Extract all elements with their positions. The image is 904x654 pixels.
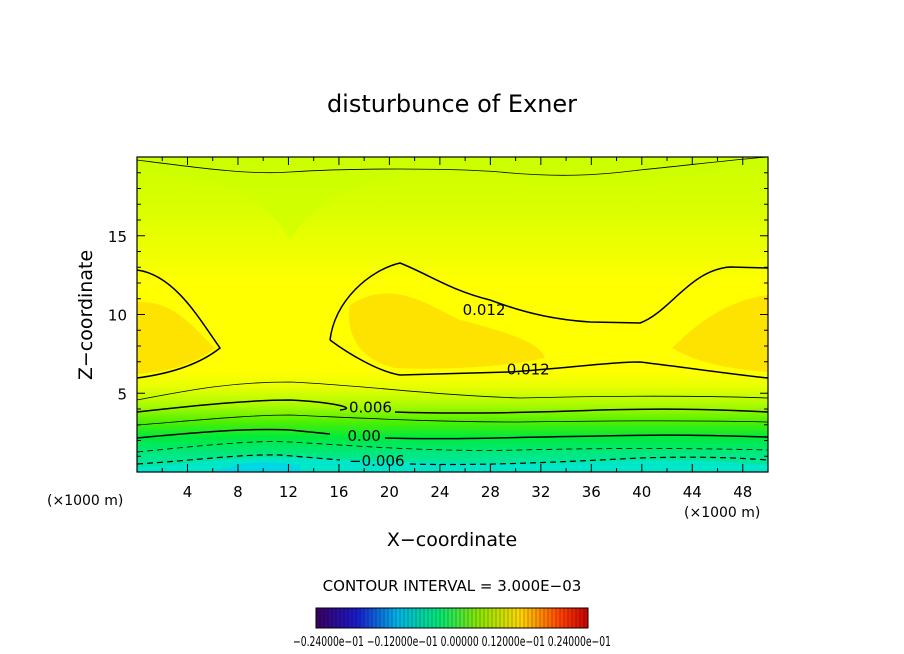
contour-line xyxy=(137,157,768,176)
contour-line xyxy=(329,339,768,379)
x-axis-label: X−coordinate xyxy=(387,529,517,551)
contour-label: 0.012 xyxy=(507,361,550,379)
contour-line xyxy=(137,269,222,379)
y-axis-label: Z−coordinate xyxy=(75,250,97,380)
x-tick-label: 12 xyxy=(279,483,298,501)
contour-line xyxy=(394,408,768,414)
contour-label: 0.00 xyxy=(347,427,380,445)
x-unit-right: (×1000 m) xyxy=(684,505,760,521)
contour-label: −0.006 xyxy=(349,452,405,470)
y-tick-label: 15 xyxy=(108,228,127,246)
contour-lines xyxy=(137,157,768,466)
y-tick-label: 5 xyxy=(117,385,127,403)
x-tick-label: 40 xyxy=(632,483,651,501)
contour-interval: CONTOUR INTERVAL = 3.000E−03 xyxy=(323,577,582,595)
x-tick-label: 48 xyxy=(733,483,752,501)
x-tick-label: 44 xyxy=(683,483,702,501)
colorbar-labels: −0.24000e−01 −0.12000e−01 0.00000 0.1200… xyxy=(293,635,611,650)
y-axis: 5 10 15 xyxy=(108,172,768,457)
contour-line xyxy=(384,434,768,440)
contour-line xyxy=(137,414,768,426)
x-axis: 4 8 12 16 20 24 28 32 36 40 44 48 xyxy=(161,157,752,501)
contour-line xyxy=(409,456,768,466)
x-tick-label: 20 xyxy=(380,483,399,501)
x-unit-left: (×1000 m) xyxy=(47,493,123,509)
contour-line xyxy=(137,381,768,401)
contour-line xyxy=(329,262,768,341)
colorbar xyxy=(315,607,589,629)
chart-title: disturbunce of Exner xyxy=(327,90,577,118)
x-tick-label: 4 xyxy=(183,483,193,501)
contour-line xyxy=(137,428,331,439)
x-tick-label: 28 xyxy=(481,483,500,501)
contour-fill xyxy=(137,157,768,472)
x-tick-label: 24 xyxy=(430,483,449,501)
contour-line xyxy=(137,399,348,413)
x-tick-label: 36 xyxy=(582,483,601,501)
y-tick-label: 10 xyxy=(108,307,127,325)
contour-label: 0.006 xyxy=(349,398,392,416)
contour-label: 0.012 xyxy=(463,301,506,319)
x-tick-label: 32 xyxy=(531,483,550,501)
contour-line xyxy=(137,454,341,465)
contour-labels: 0.012 0.012 0.006 0.00 −0.006 xyxy=(347,301,550,470)
x-tick-label: 16 xyxy=(329,483,348,501)
x-tick-label: 8 xyxy=(233,483,243,501)
contour-line xyxy=(137,441,768,453)
